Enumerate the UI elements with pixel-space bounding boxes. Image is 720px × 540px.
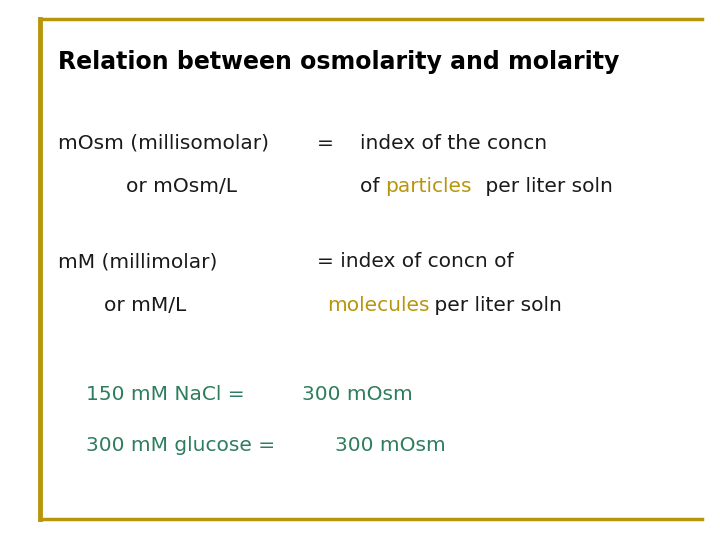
Text: particles: particles xyxy=(385,177,472,196)
Text: or mM/L: or mM/L xyxy=(104,295,186,315)
Text: or mOsm/L: or mOsm/L xyxy=(126,177,237,196)
Text: 300 mOsm: 300 mOsm xyxy=(335,436,446,455)
Text: = index of concn of: = index of concn of xyxy=(317,252,513,272)
Text: =: = xyxy=(317,133,333,153)
Text: molecules: molecules xyxy=(328,295,430,315)
Text: 150 mM NaCl =: 150 mM NaCl = xyxy=(86,384,245,404)
Text: per liter soln: per liter soln xyxy=(428,295,562,315)
Text: 300 mOsm: 300 mOsm xyxy=(302,384,413,404)
Text: index of the concn: index of the concn xyxy=(360,133,547,153)
Text: 300 mM glucose =: 300 mM glucose = xyxy=(86,436,276,455)
Text: of: of xyxy=(360,177,386,196)
Text: mM (millimolar): mM (millimolar) xyxy=(58,252,217,272)
Text: per liter soln: per liter soln xyxy=(479,177,613,196)
Text: Relation between osmolarity and molarity: Relation between osmolarity and molarity xyxy=(58,50,619,74)
Text: mOsm (millisomolar): mOsm (millisomolar) xyxy=(58,133,269,153)
